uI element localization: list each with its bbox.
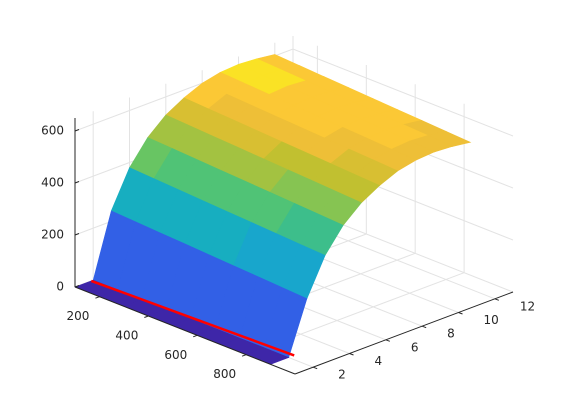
grid-line bbox=[245, 103, 465, 356]
y-tick-label: 8 bbox=[447, 327, 455, 341]
x-tick-label: 800 bbox=[213, 367, 236, 381]
z-tick-label: 400 bbox=[41, 176, 64, 190]
y-tick-label: 10 bbox=[484, 313, 499, 327]
z-tick bbox=[74, 181, 80, 184]
x-axis bbox=[74, 286, 296, 375]
y-axis bbox=[294, 291, 514, 375]
y-tick bbox=[421, 325, 427, 329]
y-tick bbox=[312, 366, 318, 370]
z-tick-label: 200 bbox=[41, 228, 64, 242]
x-tick bbox=[193, 334, 198, 338]
x-tick-label: 200 bbox=[67, 309, 90, 323]
y-tick bbox=[385, 339, 391, 342]
z-tick-label: 600 bbox=[41, 124, 64, 138]
y-tick bbox=[494, 298, 500, 301]
z-tick-label: 0 bbox=[56, 280, 64, 294]
line bbox=[90, 279, 295, 357]
x-tick bbox=[144, 315, 149, 318]
x-tick-label: 600 bbox=[164, 348, 187, 362]
z-tick bbox=[74, 285, 80, 288]
y-tick-label: 12 bbox=[520, 299, 535, 313]
x-tick-label: 400 bbox=[115, 329, 138, 343]
z-tick bbox=[74, 129, 80, 132]
y-tick bbox=[349, 353, 354, 356]
y-tick-label: 2 bbox=[338, 368, 346, 382]
y-tick bbox=[458, 312, 463, 315]
y-tick-label: 6 bbox=[411, 340, 419, 354]
z-tick bbox=[74, 233, 80, 236]
x-tick bbox=[241, 354, 247, 357]
x-tick bbox=[95, 296, 100, 299]
y-tick-label: 4 bbox=[375, 354, 383, 368]
